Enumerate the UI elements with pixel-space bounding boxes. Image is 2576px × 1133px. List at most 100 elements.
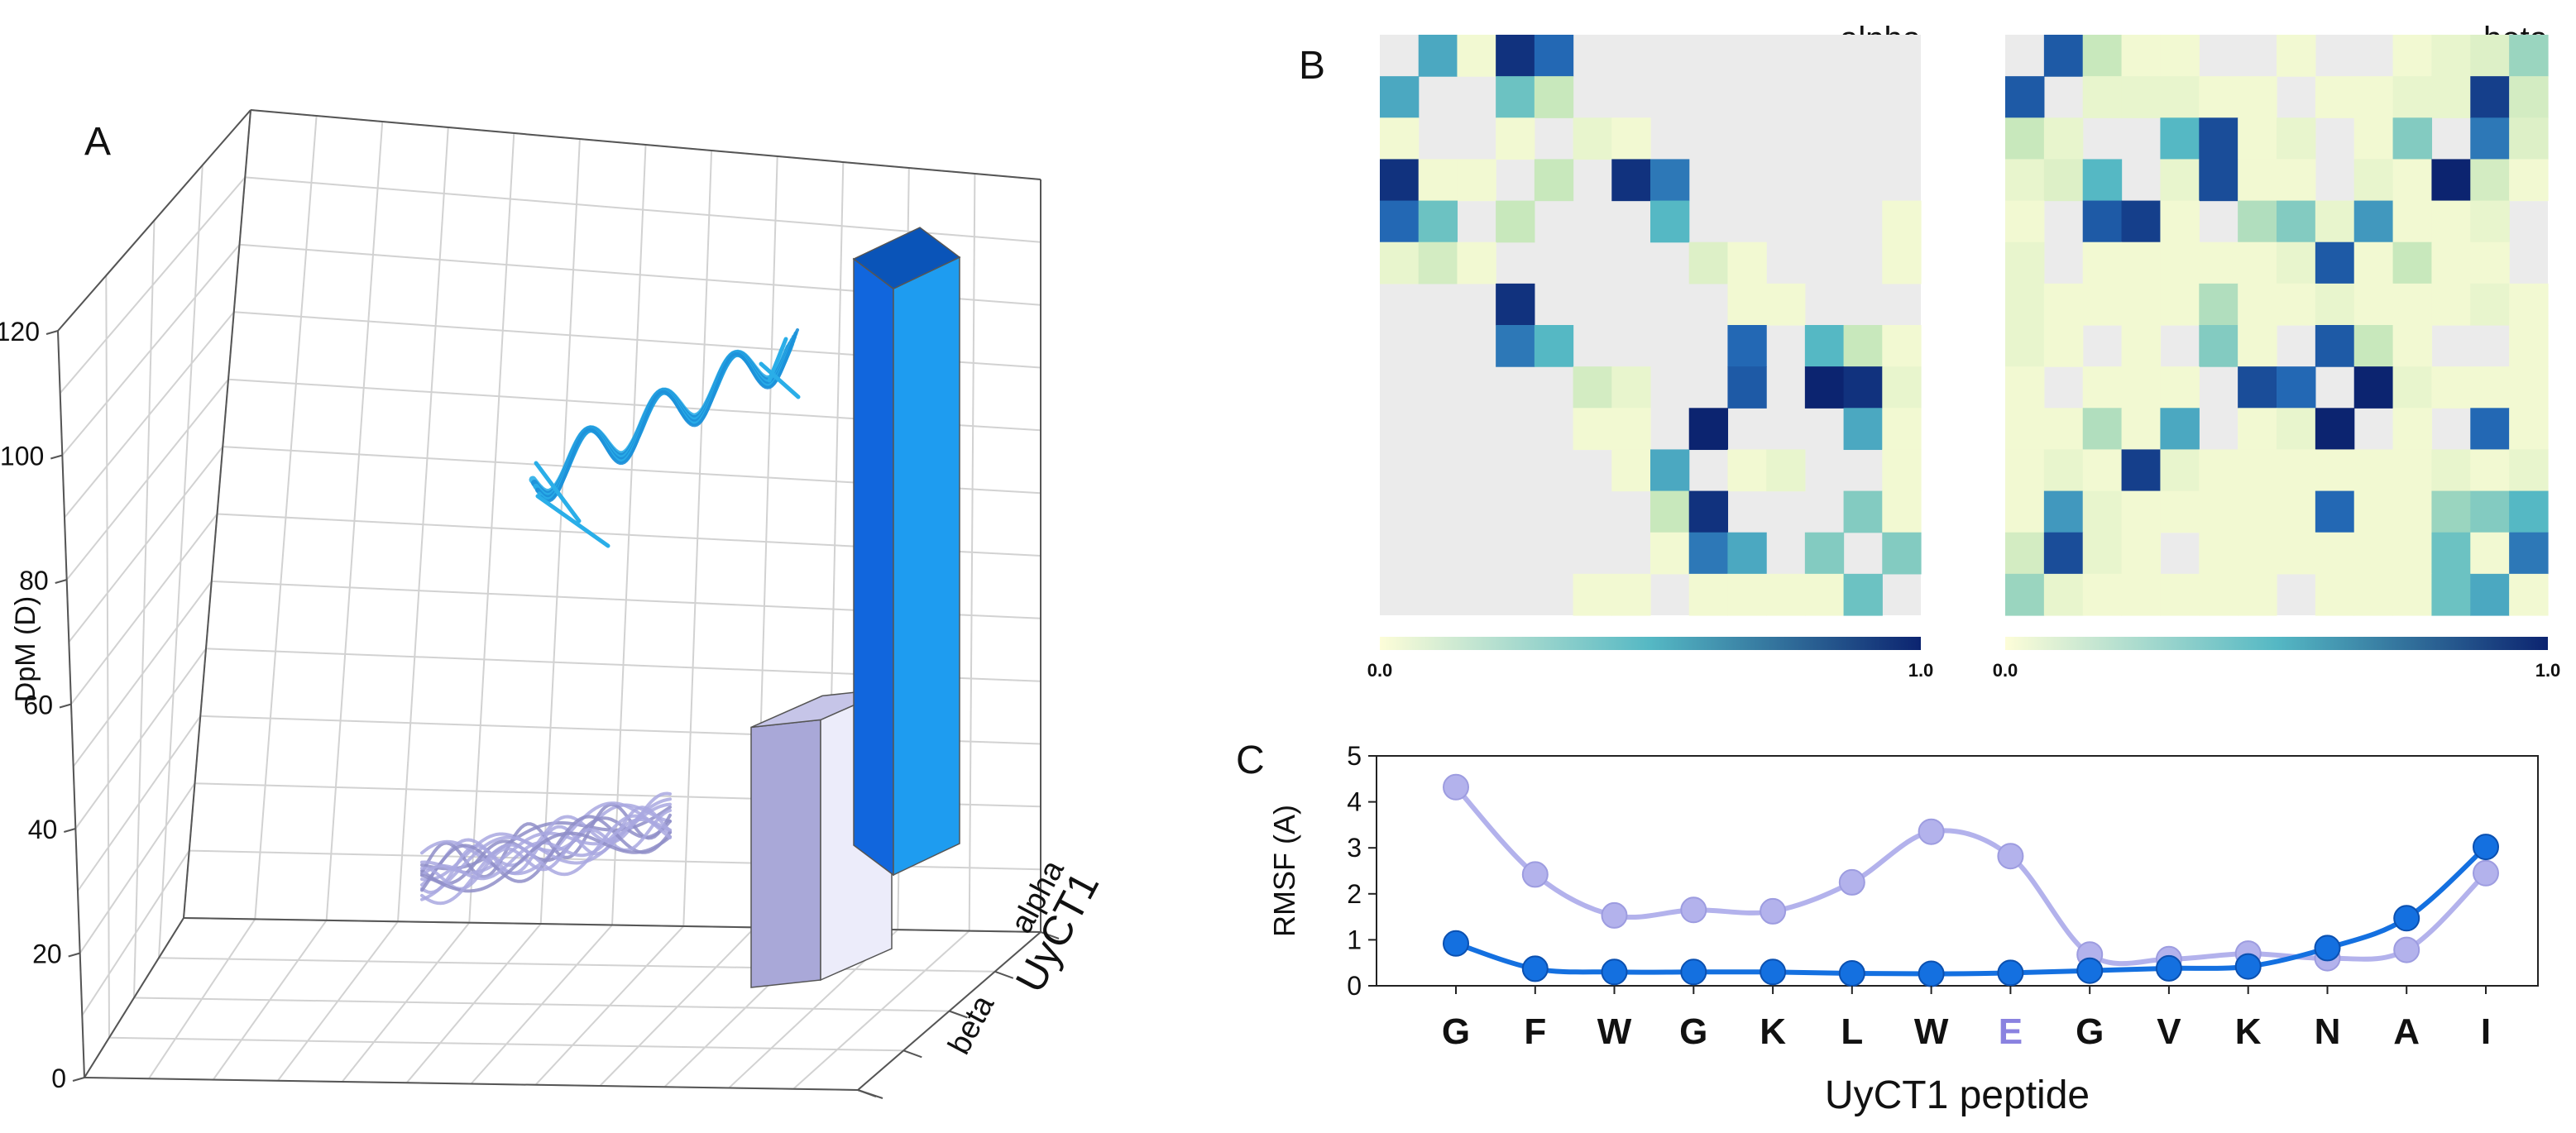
panel-b-label: B [1299,44,1325,88]
heatmap-alpha-cell [1611,117,1651,160]
heatmap-beta-cell [2353,366,2394,409]
heatmap-alpha-colorbar-max: 1.0 [1908,660,1934,681]
x-tick-label-residue: I [2481,1011,2491,1052]
heatmap-beta-cell [2043,159,2084,202]
series-beta-point [1680,896,1707,924]
heatmap-alpha-cell [1882,325,1922,367]
heatmap-beta-cell [2431,241,2471,284]
heatmap-alpha-cell [1804,532,1845,575]
heatmap-alpha-cell [1534,159,1574,202]
heatmap-beta-cell [2199,76,2238,118]
axis-frame-edge [84,917,184,1078]
series-beta-point [1838,868,1865,896]
heatmap-beta-cell [2199,159,2238,202]
coil-strand [420,815,672,892]
heatmap-beta: beta 0.0 1.0 [1993,21,2561,681]
y-tick-label: 0 [51,1064,66,1093]
heatmap-alpha-cell [1804,325,1845,367]
left-wall-gridline [133,220,156,998]
heatmap-beta-cell [2509,283,2549,326]
heatmap-alpha-cell [1882,241,1922,284]
heatmap-beta-cell [2277,449,2316,492]
heatmap-beta-cell [2082,283,2123,326]
heatmap-beta-cell [2277,117,2316,160]
heatmap-beta-cell [2353,283,2394,326]
heatmap-alpha-cell [1727,325,1767,367]
heatmap-beta-cell [2082,241,2123,284]
series-alpha-point [2314,935,2341,962]
heatmap-beta-cell [2238,117,2277,160]
heatmap-beta-cell [2082,532,2123,575]
heatmap-beta-cell [2470,283,2510,326]
heatmap-alpha-cell [1380,241,1420,284]
heatmap-beta-cell [2277,159,2316,202]
heatmap-alpha-cell [1573,408,1612,451]
heatmap-beta-cell [2005,490,2045,533]
heatmap-beta-cell [2315,490,2355,533]
heatmap-beta-cell [2160,283,2200,326]
heatmap-beta-cell [2121,532,2162,575]
heatmap-beta-cell [2238,159,2277,202]
heatmap-alpha-cell [1457,35,1496,77]
heatmap-alpha-cell [1611,449,1651,492]
heatmap-beta-cell [2160,117,2200,160]
series-alpha-point [2234,953,2262,980]
heatmap-beta-cell [2353,241,2394,284]
heatmap-beta-cell [2121,490,2162,533]
back-wall-gridline [611,144,647,925]
x-tick-label-residue: F [1524,1011,1546,1052]
y-tick-label: 1 [1347,925,1362,954]
series-alpha-point [2473,834,2499,861]
heatmap-beta-cell [2392,159,2433,202]
heatmap-alpha-cell [1804,573,1845,616]
heatmap-alpha-cell [1611,408,1651,451]
heatmap-alpha-cell [1496,200,1535,243]
heatmap-beta-cell [2082,159,2123,202]
heatmap-beta-cell [2470,159,2510,202]
heatmap-beta-cell [2160,200,2200,243]
heatmap-beta-cell [2509,490,2549,533]
heatmap-alpha-cell [1688,490,1729,533]
x-tick-label-residue: K [1760,1011,1786,1052]
panel-a-molecule-renderings [420,327,801,906]
axis-frame-edge [183,109,251,919]
heatmap-beta-cell [2199,117,2238,160]
heatmap-beta-cell [2121,325,2162,367]
heatmap-beta-cell [2431,200,2471,243]
helix-tail [759,361,801,399]
category-label-beta: beta [941,989,1001,1060]
y-tick-label: 80 [19,566,49,595]
heatmap-beta-cell [2005,76,2045,118]
heatmap-beta-cell [2005,366,2045,409]
heatmap-alpha-cell [1882,200,1922,243]
heatmap-beta-cell [2392,117,2433,160]
heatmap-alpha-cell [1843,366,1883,409]
heatmap-beta-cell [2160,449,2200,492]
heatmap-alpha-cell [1418,159,1458,202]
heatmap-alpha-cell [1843,408,1883,451]
heatmap-beta-cell [2082,449,2123,492]
heatmap-alpha-cell [1418,200,1458,243]
y-tick-label: 5 [1347,741,1362,771]
heatmap-beta-cell [2392,490,2433,533]
heatmap-alpha-cell [1534,76,1574,118]
y-tick-label: 40 [28,815,58,844]
back-wall-gridline [397,127,449,922]
heatmap-alpha-cell [1766,283,1806,326]
heatmap-alpha-cell [1573,117,1612,160]
heatmap-beta-cell [2353,117,2394,160]
y-tick-label: 20 [32,939,62,969]
heatmap-alpha-cell [1727,532,1767,575]
panel-b-heatmaps: B alpha 0.0 1.0 beta 0.0 1.0 [1299,21,2560,681]
axis-frame-edge [84,1077,859,1091]
heatmap-beta-cell [2470,35,2510,77]
y-tick-mark [50,454,63,460]
back-wall-gridline [254,115,318,920]
heatmap-beta-cell [2199,573,2238,616]
heatmap-beta-cell [2238,325,2277,367]
heatmap-beta-cell [2277,35,2316,77]
x-tick-label-residue: A [2393,1011,2420,1052]
heatmap-beta-cell [2509,159,2549,202]
panel-c-series [1443,773,2499,987]
heatmap-beta-cell [2353,325,2394,367]
